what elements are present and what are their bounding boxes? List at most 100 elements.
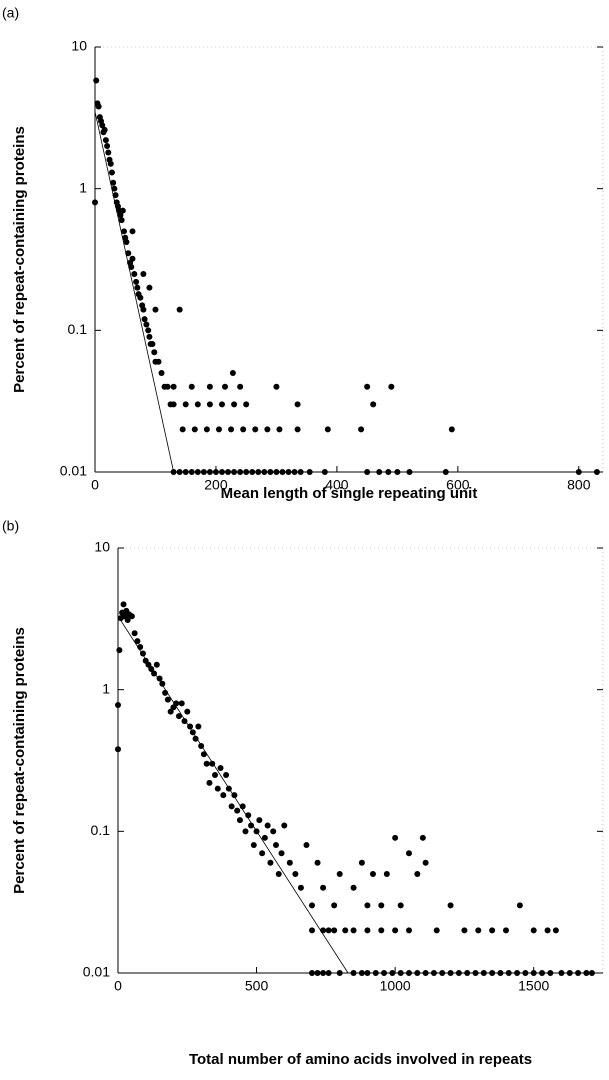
point — [394, 469, 401, 475]
point — [364, 970, 371, 976]
point — [336, 870, 343, 877]
point — [146, 284, 153, 291]
point — [324, 426, 331, 433]
point — [152, 306, 159, 313]
point — [350, 927, 357, 934]
point — [219, 401, 225, 408]
point — [124, 617, 131, 624]
y-tick-label: 10 — [71, 38, 87, 54]
point — [108, 169, 115, 176]
point — [170, 469, 177, 475]
point — [188, 469, 195, 475]
point — [153, 661, 160, 668]
point — [243, 469, 250, 475]
point — [261, 834, 268, 841]
point — [414, 970, 421, 976]
point — [243, 401, 250, 408]
point — [372, 970, 379, 976]
point — [558, 970, 565, 976]
point — [139, 650, 146, 657]
point — [439, 970, 446, 976]
point — [530, 970, 537, 976]
point — [159, 680, 166, 687]
point — [539, 970, 546, 976]
point — [137, 294, 144, 301]
point — [419, 834, 426, 841]
point — [264, 822, 271, 829]
point — [381, 970, 388, 976]
y-tick-label: 0.1 — [68, 321, 88, 337]
point — [385, 469, 392, 475]
point — [370, 401, 377, 408]
point — [275, 870, 282, 877]
point — [544, 927, 551, 934]
point — [215, 426, 222, 433]
point — [242, 828, 249, 835]
point — [200, 469, 207, 475]
point — [92, 199, 98, 206]
point — [225, 785, 232, 792]
point — [203, 760, 210, 767]
point — [406, 850, 412, 857]
point — [110, 179, 117, 186]
y-tick-label: 10 — [94, 539, 110, 555]
x-tick-label: 500 — [245, 978, 269, 994]
point — [225, 469, 232, 475]
point — [388, 383, 395, 390]
point — [350, 884, 357, 891]
point — [314, 859, 321, 866]
point — [167, 708, 174, 715]
point — [350, 970, 357, 976]
point — [267, 859, 274, 866]
point — [131, 630, 138, 637]
point — [170, 383, 177, 390]
point — [162, 689, 169, 696]
point — [309, 927, 315, 934]
point — [422, 970, 429, 976]
point — [575, 970, 582, 976]
point — [320, 884, 327, 891]
point — [406, 927, 412, 934]
point — [294, 426, 301, 433]
point — [364, 383, 371, 390]
point — [237, 383, 244, 390]
x-tick-label: 0 — [114, 978, 122, 994]
point — [194, 401, 201, 408]
point — [552, 927, 559, 934]
y-axis-label: Percent of repeat-containing proteins — [11, 126, 28, 393]
point — [187, 723, 194, 730]
point — [566, 970, 573, 976]
point — [497, 970, 504, 976]
point — [214, 785, 221, 792]
x-tick-label: 800 — [567, 477, 591, 493]
point — [223, 771, 230, 778]
point — [123, 239, 130, 246]
point — [129, 228, 136, 235]
point — [245, 812, 252, 819]
point — [297, 884, 304, 891]
point — [309, 902, 315, 909]
point — [331, 902, 338, 909]
point — [378, 927, 385, 934]
point — [325, 970, 332, 976]
x-tick-label: 600 — [446, 477, 470, 493]
point — [369, 870, 376, 877]
point — [188, 383, 195, 390]
point — [99, 122, 106, 129]
point — [158, 369, 165, 376]
point — [447, 902, 454, 909]
point — [146, 333, 153, 340]
point — [273, 469, 280, 475]
x-tick-label: 200 — [204, 477, 228, 493]
point — [397, 902, 404, 909]
point — [93, 77, 100, 84]
point — [522, 970, 529, 976]
point — [276, 426, 283, 433]
point — [358, 426, 365, 433]
point — [155, 358, 162, 365]
point — [489, 970, 496, 976]
point — [430, 970, 437, 976]
point — [229, 369, 236, 376]
point — [593, 469, 600, 475]
point — [422, 859, 429, 866]
